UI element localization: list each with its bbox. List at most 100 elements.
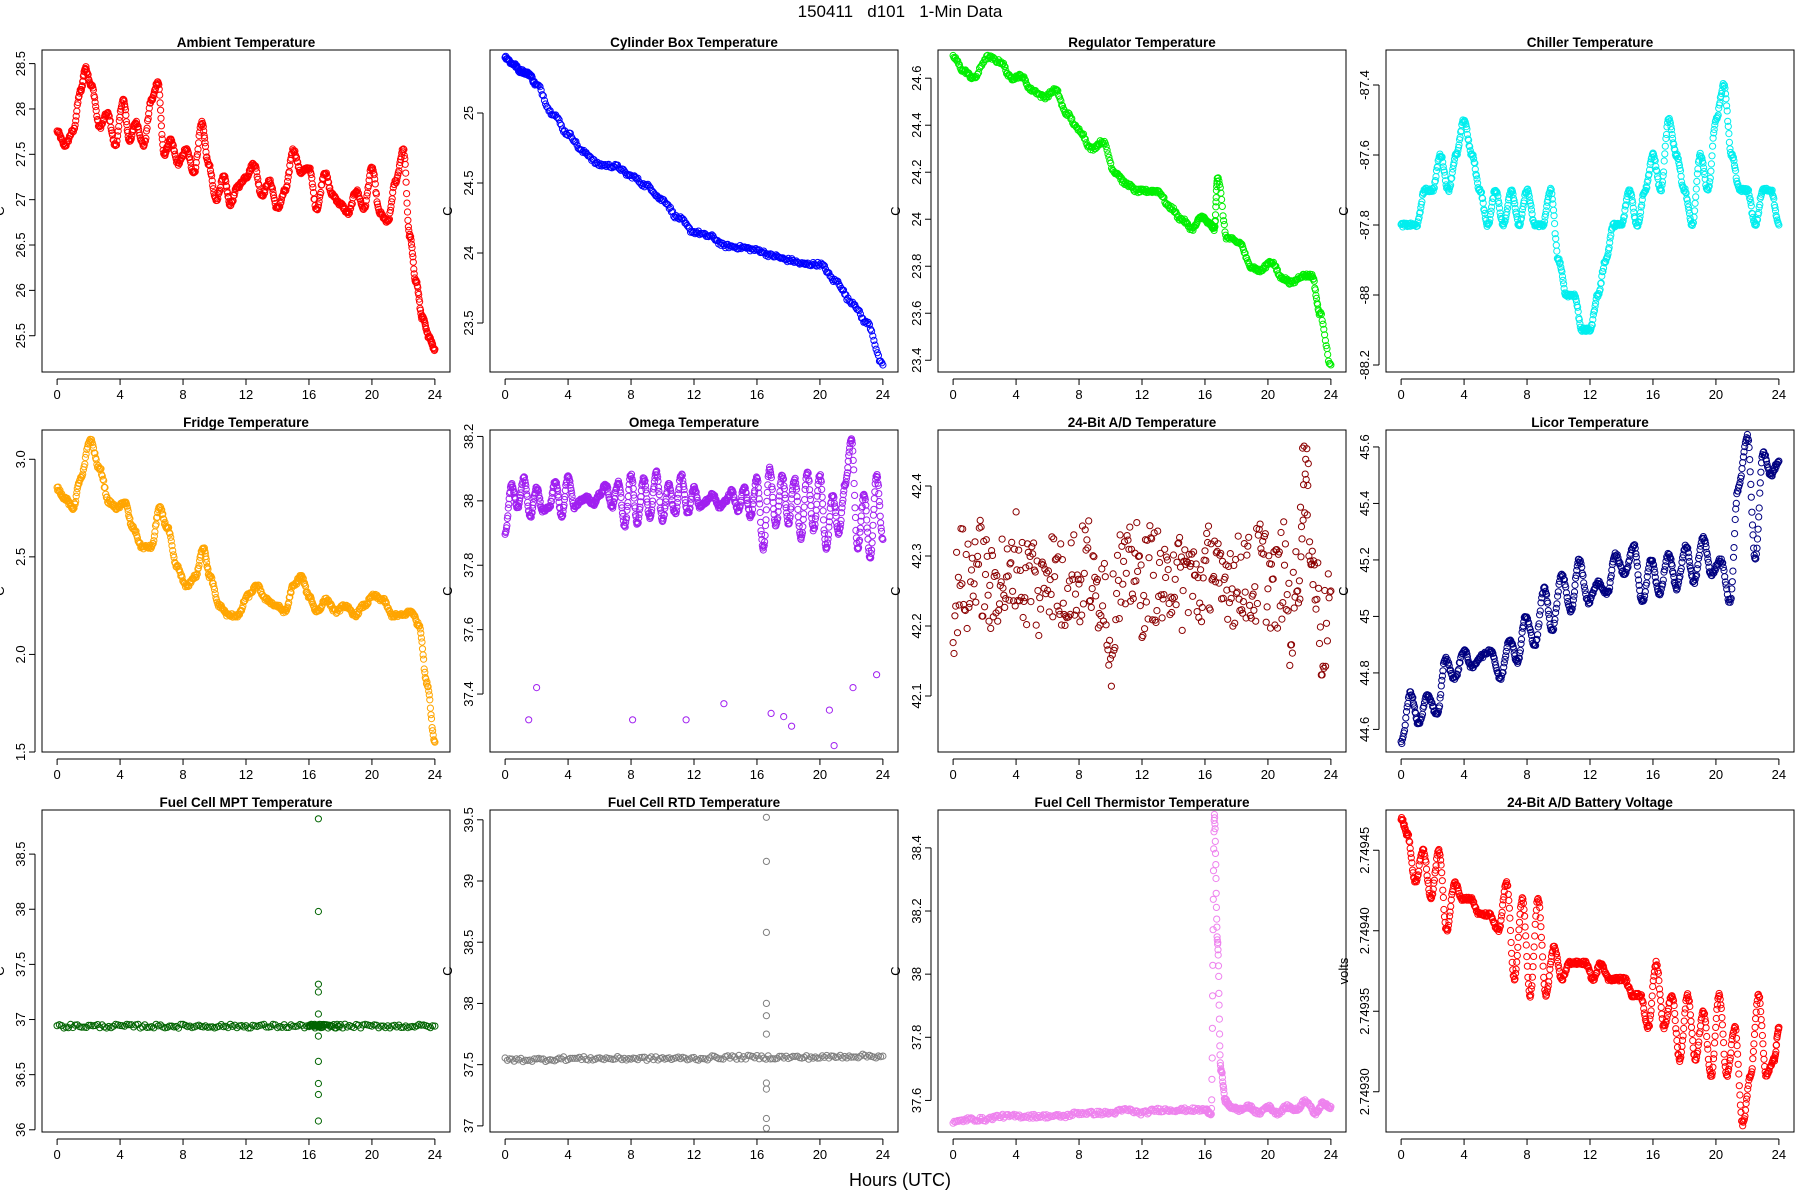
x-tick-label: 8 [1523, 767, 1530, 782]
data-point [1311, 286, 1320, 294]
data-point [91, 94, 99, 102]
data-point [839, 286, 848, 294]
x-tick-label: 24 [876, 767, 890, 782]
x-tick-label: 12 [1583, 387, 1597, 402]
data-point [223, 182, 231, 190]
data-point [963, 624, 971, 633]
data-point [156, 99, 164, 107]
data-point [283, 182, 291, 190]
data-point [1574, 308, 1582, 316]
data-point [409, 258, 417, 266]
data-point [1008, 538, 1016, 547]
data-point [1051, 573, 1059, 581]
data-point [1553, 247, 1561, 255]
data-point [958, 580, 966, 588]
data-point [1731, 515, 1739, 524]
y-axis-label: C [1336, 586, 1351, 595]
y-tick-label: 2.0 [13, 645, 28, 663]
data-point [402, 169, 410, 177]
x-tick-label: 12 [1135, 387, 1149, 402]
data-point [76, 89, 84, 97]
data-point [1439, 163, 1447, 171]
data-point [199, 120, 207, 128]
x-tick-label: 16 [1646, 387, 1660, 402]
data-point [1146, 522, 1154, 530]
data-point [1032, 621, 1040, 629]
data-point [426, 334, 434, 342]
data-point [1085, 517, 1093, 525]
data-point [145, 110, 153, 118]
data-point [209, 182, 217, 190]
data-point [400, 152, 408, 160]
data-point [413, 278, 421, 286]
x-tick-label: 24 [1772, 767, 1786, 782]
data-point [386, 206, 395, 214]
data-point [1064, 584, 1072, 593]
data-point [414, 283, 422, 292]
data-point [1149, 571, 1158, 579]
x-tick-label: 12 [687, 767, 701, 782]
data-point [954, 57, 962, 65]
data-point [166, 136, 174, 144]
data-point [994, 617, 1002, 625]
data-point [1161, 545, 1169, 553]
data-point [184, 149, 192, 157]
data-point [1755, 513, 1763, 521]
data-point [206, 167, 215, 175]
data-point [403, 208, 412, 216]
data-point [1660, 157, 1668, 165]
data-point [1402, 714, 1410, 722]
data-point [201, 139, 209, 147]
data-point [1099, 139, 1107, 147]
chart-panel: Fridge TemperatureC048121620241.52.02.53… [0, 415, 451, 782]
data-point [1003, 545, 1011, 553]
data-point [1748, 521, 1757, 529]
series-points [949, 442, 1335, 690]
data-point [156, 91, 164, 99]
data-point [347, 204, 355, 212]
data-point [373, 200, 382, 208]
data-point [1272, 262, 1280, 270]
data-point [1262, 618, 1270, 626]
data-point [1088, 585, 1096, 593]
data-point [200, 132, 208, 140]
data-point [363, 189, 371, 197]
data-point [1204, 522, 1213, 530]
data-point [1206, 606, 1214, 614]
data-point [420, 655, 428, 663]
data-point [624, 499, 632, 507]
data-point [387, 203, 395, 211]
data-point [1312, 605, 1320, 613]
data-point [953, 548, 961, 556]
data-point [1080, 569, 1088, 578]
y-tick-label: 45 [1357, 609, 1372, 623]
y-tick-label: -87.8 [1357, 210, 1372, 240]
data-point [142, 134, 150, 142]
data-point [1321, 336, 1330, 345]
data-point [868, 539, 876, 547]
data-point [1101, 140, 1109, 148]
data-point [121, 106, 130, 114]
data-point [664, 201, 672, 209]
y-tick-label: 23.6 [909, 301, 924, 326]
data-point [206, 162, 214, 170]
data-point [1661, 142, 1669, 150]
data-point [1448, 168, 1456, 177]
data-point [1729, 553, 1738, 561]
data-point [1078, 611, 1086, 619]
data-point [193, 153, 201, 161]
y-tick-label: 42.4 [909, 473, 924, 498]
data-point [844, 294, 852, 302]
data-point [950, 649, 958, 658]
x-tick-label: 12 [239, 387, 253, 402]
data-point [1099, 602, 1107, 610]
data-point [1211, 211, 1220, 219]
data-point [1021, 76, 1030, 85]
data-point [389, 188, 397, 196]
data-point [410, 265, 418, 273]
data-point [1087, 603, 1095, 612]
data-point [121, 100, 129, 109]
data-point [870, 505, 878, 513]
data-point [196, 128, 204, 136]
data-point [1757, 468, 1765, 476]
